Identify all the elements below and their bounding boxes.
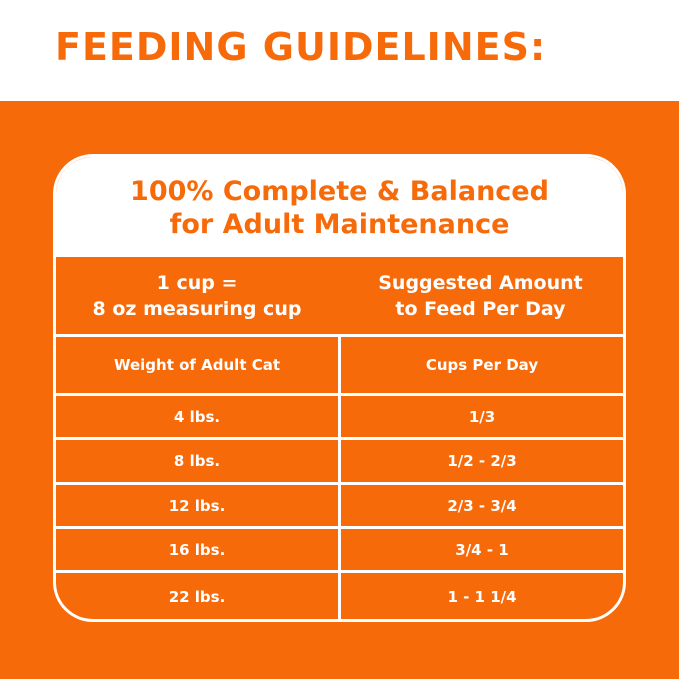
cups-cell: 1/3	[468, 407, 496, 426]
table-row: 4 lbs. 1/3	[56, 393, 623, 437]
cups-cell: 2/3 - 3/4	[447, 496, 517, 515]
cup-note: 1 cup = 8 oz measuring cup	[92, 271, 302, 320]
cups-cell: 1 - 1 1/4	[447, 587, 517, 606]
table-row: 16 lbs. 3/4 - 1	[56, 526, 623, 570]
card-heading-line1: 100% Complete & Balanced	[130, 176, 549, 207]
weight-cell: 8 lbs.	[56, 440, 341, 482]
table-intro-row: 1 cup = 8 oz measuring cup Suggested Amou…	[56, 257, 623, 334]
feeding-table: 1 cup = 8 oz measuring cup Suggested Amou…	[56, 257, 623, 619]
table-row: 22 lbs. 1 - 1 1/4	[56, 570, 623, 619]
cups-cell: 1/2 - 2/3	[447, 452, 517, 470]
weight-cell: 22 lbs.	[56, 573, 341, 619]
weight-cell: 4 lbs.	[56, 396, 341, 437]
weight-cell: 16 lbs.	[56, 529, 341, 570]
table-row: 8 lbs. 1/2 - 2/3	[56, 437, 623, 482]
header-band	[0, 0, 679, 101]
table-header-row: Weight of Adult Cat Cups Per Day	[56, 334, 623, 393]
card-heading-line2: for Adult Maintenance	[169, 209, 510, 240]
column-header-weight: Weight of Adult Cat	[56, 337, 341, 393]
card-heading: 100% Complete & Balanced for Adult Maint…	[56, 157, 623, 257]
weight-cell: 12 lbs.	[56, 485, 341, 526]
table-row: 12 lbs. 2/3 - 3/4	[56, 482, 623, 526]
page-title: FEEDING GUIDELINES:	[55, 25, 547, 69]
suggested-amount-note: Suggested Amount to Feed Per Day	[378, 271, 583, 320]
feeding-card: 100% Complete & Balanced for Adult Maint…	[53, 154, 626, 622]
cups-cell: 3/4 - 1	[455, 540, 509, 559]
column-header-cups: Cups Per Day	[425, 356, 539, 374]
